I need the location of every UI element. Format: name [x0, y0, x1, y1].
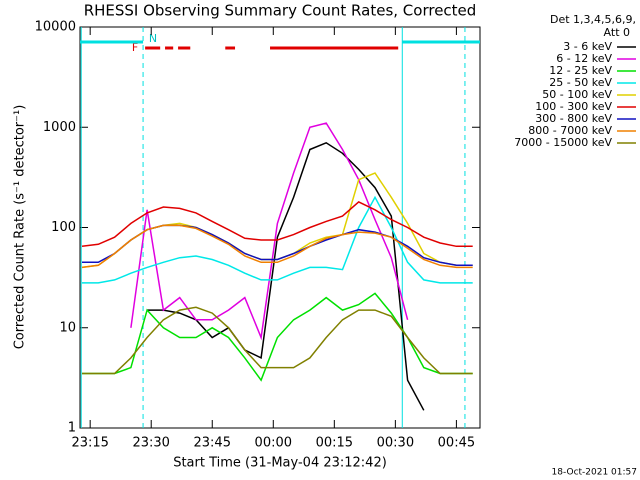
y-tick-label: 10000 [35, 20, 76, 35]
x-axis-label: Start Time (31-May-04 23:12:42) [173, 456, 387, 471]
legend-label: 25 - 50 keV [549, 76, 612, 89]
y-axis-label: Corrected Count Rate (s⁻¹ detector⁻¹) [13, 105, 28, 350]
series-line [147, 141, 425, 411]
series-line [81, 201, 473, 248]
chart-title: RHESSI Observing Summary Count Rates, Co… [84, 2, 477, 20]
x-tick-label: 23:30 [132, 436, 169, 451]
x-tick-label: 00:00 [255, 436, 292, 451]
flag-label: F [132, 41, 138, 54]
legend-label: 7000 - 15000 keV [514, 136, 612, 149]
x-tick-label: 00:30 [377, 436, 414, 451]
y-tick-label: 1000 [43, 120, 76, 135]
legend-header: Det 1,3,4,5,6,9, [550, 13, 636, 26]
series-line [82, 306, 473, 375]
y-tick-label: 10 [59, 320, 76, 335]
flag-label: N [149, 32, 157, 45]
x-tick-label: 23:15 [71, 436, 108, 451]
legend-header: Att 0 [604, 26, 630, 39]
legend-label: 6 - 12 keV [556, 52, 612, 65]
legend-label: 3 - 6 keV [563, 40, 612, 53]
legend-label: 100 - 300 keV [535, 100, 612, 113]
legend-label: 800 - 7000 keV [528, 124, 612, 137]
x-tick-label: 00:45 [438, 436, 475, 451]
footer: 18-Oct-2021 01:57 [552, 468, 637, 478]
y-tick-label: 1 [68, 421, 76, 436]
series-line [81, 224, 473, 269]
x-tick-label: 00:15 [316, 436, 353, 451]
y-tick-label: 100 [51, 220, 76, 235]
series-line [82, 195, 473, 284]
legend-label: 50 - 100 keV [542, 88, 612, 101]
x-tick-label: 23:45 [194, 436, 231, 451]
legend-label: 300 - 800 keV [535, 112, 612, 125]
legend-label: 12 - 25 keV [549, 64, 612, 77]
